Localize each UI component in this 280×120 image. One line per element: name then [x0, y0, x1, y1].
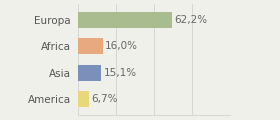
Text: 15,1%: 15,1%: [104, 68, 137, 78]
Bar: [78, 65, 101, 81]
Text: 16,0%: 16,0%: [105, 41, 138, 51]
Bar: [78, 38, 102, 54]
Bar: [78, 12, 172, 27]
Bar: [78, 91, 88, 107]
Text: 62,2%: 62,2%: [175, 15, 208, 25]
Text: 6,7%: 6,7%: [91, 94, 117, 104]
